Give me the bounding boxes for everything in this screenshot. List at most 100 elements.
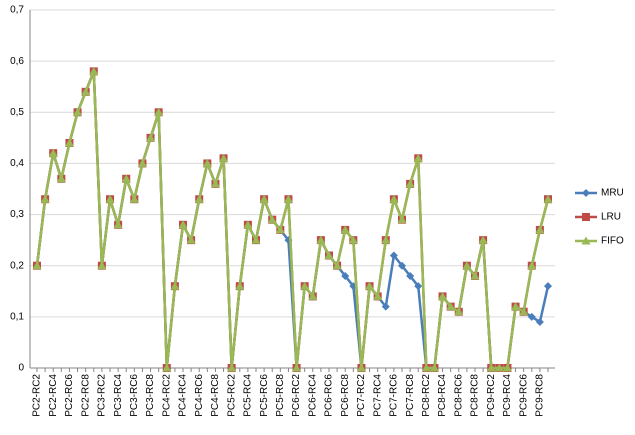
marker [219, 153, 229, 162]
x-tick-label: PC9-RC8 [535, 374, 546, 417]
marker [324, 250, 334, 259]
x-tick-label: PC3-RC4 [113, 374, 124, 417]
x-tick-label: PC5-RC2 [226, 374, 237, 417]
x-tick-label: PC3-RC8 [145, 374, 156, 417]
marker [121, 174, 131, 183]
marker [105, 194, 115, 203]
marker [381, 302, 390, 311]
marker [519, 307, 529, 316]
marker [478, 235, 488, 244]
y-tick-label: 0 [18, 363, 24, 374]
x-tick-label: PC5-RC6 [259, 374, 270, 417]
x-tick-label: PC9-RC4 [502, 374, 513, 417]
marker [332, 261, 342, 270]
legend-label: LRU [601, 212, 621, 223]
marker [32, 261, 42, 270]
marker [283, 194, 293, 203]
marker [186, 235, 196, 244]
x-tick-label: PC6-RC4 [307, 374, 318, 417]
marker [64, 138, 74, 147]
marker [235, 281, 245, 290]
marker [348, 235, 358, 244]
marker [81, 87, 91, 96]
marker [267, 215, 277, 224]
marker [462, 261, 472, 270]
x-tick-label: PC5-RC4 [243, 374, 254, 417]
x-tick-label: PC6-RC2 [291, 374, 302, 417]
x-tick-label: PC4-RC2 [161, 374, 172, 417]
marker [543, 194, 553, 203]
marker [502, 363, 512, 372]
x-tick-label: PC7-RC2 [356, 374, 367, 417]
x-tick-label: PC2-RC8 [80, 374, 91, 417]
marker [527, 312, 536, 321]
y-tick-label: 0,1 [10, 311, 24, 322]
marker [146, 133, 156, 142]
x-tick-label: PC2-RC4 [48, 374, 59, 417]
marker [365, 281, 375, 290]
marker [398, 261, 406, 270]
marker [73, 107, 83, 116]
marker [316, 235, 326, 244]
marker [470, 271, 480, 280]
x-tick-label: PC8-RC8 [470, 374, 481, 417]
marker [406, 271, 415, 280]
marker [389, 251, 398, 260]
marker [341, 271, 350, 280]
marker [170, 281, 180, 290]
x-tick-label: PC8-RC2 [421, 374, 432, 417]
y-tick-label: 0,3 [10, 209, 24, 220]
marker [389, 194, 399, 203]
marker [535, 317, 544, 326]
x-tick-label: PC4-RC8 [210, 374, 221, 417]
marker [56, 174, 66, 183]
x-tick-label: PC4-RC6 [194, 374, 205, 417]
marker [292, 363, 302, 372]
marker [414, 282, 423, 291]
y-tick-label: 0,5 [10, 107, 24, 118]
marker [446, 302, 456, 311]
marker [405, 179, 415, 188]
marker [259, 194, 269, 203]
legend-label: FIFO [601, 236, 624, 247]
marker [129, 194, 139, 203]
marker [154, 107, 164, 116]
legend-label: MRU [601, 188, 624, 199]
series-line [35, 70, 550, 370]
marker [243, 220, 253, 229]
x-tick-label: PC3-RC6 [129, 374, 140, 417]
x-tick-label: PC2-RC2 [32, 374, 43, 417]
marker [227, 363, 237, 372]
marker [356, 363, 366, 372]
marker [381, 235, 391, 244]
marker [113, 220, 123, 229]
marker [582, 189, 590, 197]
y-tick-label: 0,6 [10, 56, 24, 67]
marker [486, 363, 496, 372]
marker [397, 215, 407, 224]
x-tick-label: PC7-RC6 [389, 374, 400, 417]
x-tick-label: PC7-RC4 [372, 374, 383, 417]
y-tick-label: 0,7 [10, 5, 24, 16]
marker [308, 291, 318, 300]
x-tick-label: PC7-RC8 [405, 374, 416, 417]
marker [373, 291, 383, 300]
marker [275, 225, 285, 234]
x-tick-label: PC3-RC2 [97, 374, 108, 417]
marker [413, 153, 423, 162]
marker [511, 302, 521, 311]
marker [581, 236, 591, 245]
x-tick-label: PC9-RC2 [486, 374, 497, 417]
marker [48, 148, 58, 157]
marker [454, 307, 464, 316]
marker [300, 281, 310, 290]
marker [429, 363, 439, 372]
marker [202, 158, 212, 167]
x-tick-label: PC8-RC4 [437, 374, 448, 417]
marker [194, 194, 204, 203]
marker [40, 194, 50, 203]
marker [162, 363, 172, 372]
x-tick-label: PC8-RC6 [453, 374, 464, 417]
